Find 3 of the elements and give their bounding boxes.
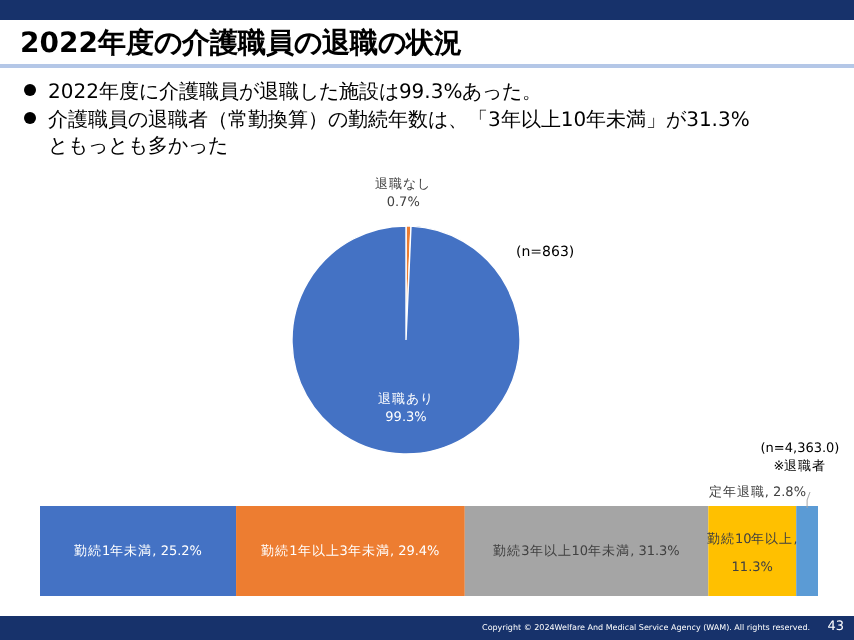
chart-title: 2022年度の介護職員の退職の状況 xyxy=(20,26,462,60)
text: 2022年度に介護職員が退職した施設は99.3%あった。 xyxy=(48,80,543,104)
text: 介護職員の退職者（常勤換算）の勤続年数は、「3年以上10年未満」が31.3%ともっとも多かった xyxy=(48,108,750,158)
